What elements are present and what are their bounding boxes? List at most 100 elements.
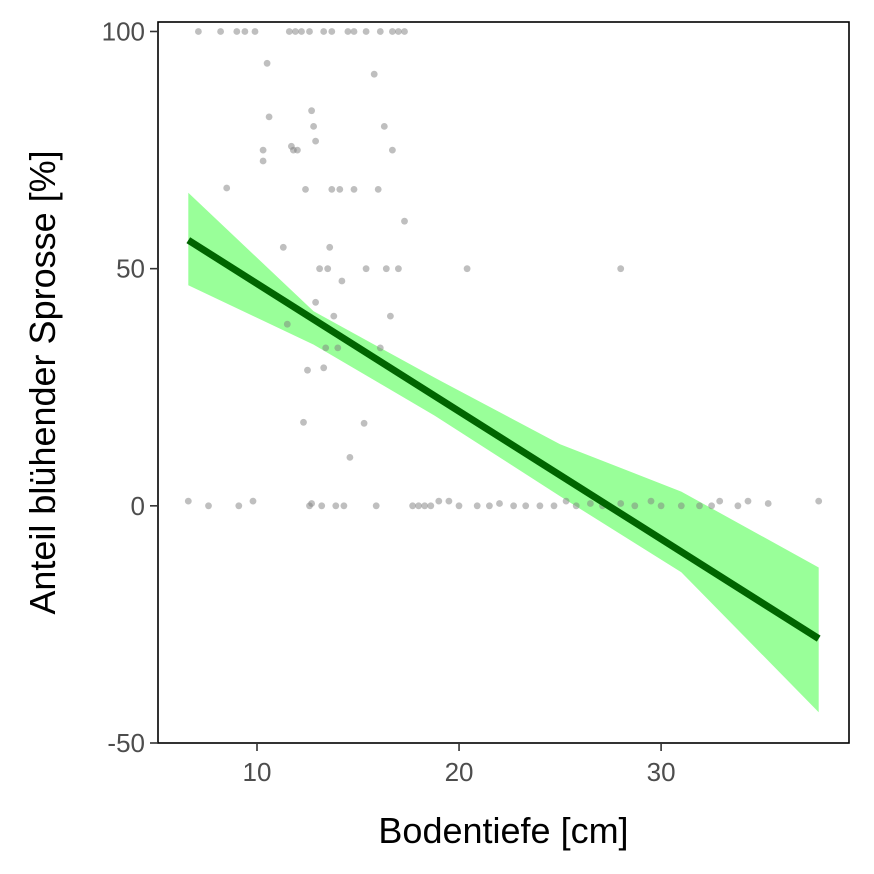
data-point (421, 502, 429, 510)
data-point (263, 59, 271, 67)
data-point (372, 502, 380, 510)
x-axis-title: Bodentiefe [cm] (378, 810, 628, 851)
data-point (435, 497, 443, 505)
fit-line (186, 237, 821, 642)
data-point (395, 265, 402, 273)
data-point (334, 344, 342, 352)
data-point (346, 454, 354, 461)
data-point (338, 277, 346, 285)
data-point (395, 28, 402, 35)
data-point (657, 502, 665, 510)
data-point (292, 28, 299, 35)
data-point (631, 502, 639, 510)
data-point (376, 344, 384, 352)
data-point (300, 418, 307, 426)
data-point (387, 312, 394, 320)
data-point (312, 298, 319, 306)
data-point (195, 28, 202, 35)
y-tick-label: -50 (107, 728, 145, 758)
y-tick-label: 50 (116, 254, 145, 284)
x-tick-label: 30 (647, 757, 676, 787)
data-point (696, 502, 703, 510)
data-point (463, 265, 471, 273)
data-point (496, 500, 503, 507)
data-point (374, 186, 382, 193)
data-point (336, 186, 344, 193)
data-point (184, 497, 192, 505)
confidence-band (188, 192, 819, 713)
data-point (708, 502, 715, 510)
x-axis: 10 20 30 (243, 743, 676, 787)
data-point (233, 28, 241, 35)
fit-line-layer (186, 237, 821, 642)
data-point (716, 497, 724, 505)
data-point (522, 502, 530, 510)
data-point (415, 502, 422, 510)
data-point (401, 217, 408, 225)
data-point (562, 497, 570, 505)
data-point (310, 123, 317, 130)
data-point (294, 146, 301, 154)
data-point (380, 123, 388, 130)
data-point (332, 502, 340, 510)
data-point (205, 502, 212, 510)
data-point (249, 497, 257, 505)
data-point (376, 28, 384, 35)
data-point (312, 137, 319, 145)
data-point (308, 500, 315, 507)
data-point (320, 28, 328, 35)
data-point (744, 497, 752, 505)
data-point (389, 28, 396, 35)
data-point (318, 502, 326, 510)
data-point (217, 28, 225, 35)
y-axis: 100 50 0 -50 (102, 16, 158, 758)
data-point (279, 243, 287, 251)
data-point (259, 157, 267, 165)
data-point (764, 500, 772, 507)
data-point (330, 312, 338, 320)
data-point (572, 502, 580, 510)
data-point (350, 28, 358, 35)
confidence-band-layer (188, 192, 819, 713)
data-point (362, 28, 370, 35)
data-point (473, 502, 481, 510)
data-point (308, 107, 315, 115)
x-tick-label: 20 (445, 757, 474, 787)
data-point (285, 28, 293, 35)
data-point (734, 502, 742, 510)
data-point (370, 70, 378, 78)
data-point (815, 497, 823, 505)
data-point (455, 502, 463, 510)
data-point (265, 113, 273, 121)
data-point (340, 502, 348, 510)
data-point (320, 364, 328, 372)
data-point (382, 265, 390, 273)
data-point (324, 265, 332, 273)
data-point (401, 28, 408, 35)
data-point (617, 500, 625, 507)
data-point (389, 146, 396, 154)
data-point (617, 265, 625, 273)
data-point (241, 28, 249, 35)
data-point (445, 497, 453, 505)
y-axis-title: Anteil blühender Sprosse [%] (22, 150, 63, 614)
data-point (316, 265, 323, 273)
data-point (302, 186, 309, 193)
y-tick-label: 0 (131, 491, 145, 521)
data-point (283, 320, 291, 328)
data-point (677, 502, 685, 510)
data-point (587, 500, 594, 507)
data-point (510, 502, 517, 510)
data-point (344, 28, 352, 35)
data-point (251, 28, 259, 35)
data-point (409, 502, 416, 510)
data-point (235, 502, 243, 510)
data-point (322, 344, 330, 352)
data-point (550, 502, 558, 510)
data-point (326, 243, 334, 251)
data-point (647, 497, 655, 505)
data-point (304, 366, 311, 374)
data-point (259, 146, 267, 154)
data-point (362, 265, 370, 273)
